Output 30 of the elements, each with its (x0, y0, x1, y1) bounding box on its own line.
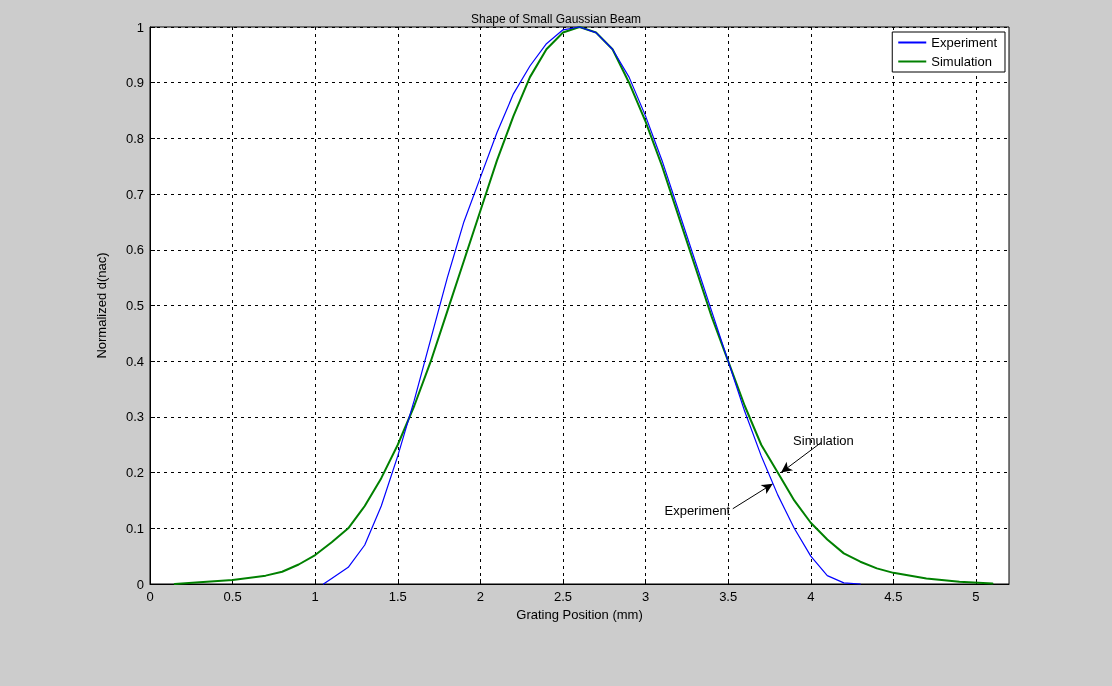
x-tick-label: 1 (311, 589, 319, 604)
legend-label: Simulation (931, 54, 992, 69)
legend-label: Experiment (931, 35, 998, 50)
annotation: Experiment (664, 502, 731, 518)
y-axis-title: Normalized d(nac) (94, 252, 109, 359)
y-tick-label: 0.6 (125, 242, 144, 258)
y-tick-label: 0 (136, 576, 144, 592)
y-tick-label: 0.2 (125, 465, 144, 481)
y-tick-label: 0.9 (125, 75, 144, 91)
x-axis-title: Grating Position (mm) (516, 606, 643, 622)
y-tick-label: 0.7 (125, 186, 144, 202)
x-tick-label: 0 (146, 589, 154, 604)
y-tick-label: 0.1 (125, 520, 144, 536)
x-tick-label: 2 (476, 589, 484, 604)
chart-title: Shape of Small Gaussian Beam (470, 12, 642, 26)
x-tick-label: 3 (641, 589, 650, 604)
y-tick-label: 0.5 (125, 298, 144, 313)
x-tick-label: 0.5 (223, 589, 242, 604)
y-tick-label: 0.8 (125, 130, 144, 146)
x-tick-label: 1.5 (388, 589, 407, 604)
annotation: Simulation (793, 433, 854, 449)
x-tick-label: 4.5 (884, 589, 903, 604)
x-tick-label: 4 (807, 589, 815, 604)
x-tick-label: 2.5 (553, 589, 573, 604)
y-tick-label: 1 (136, 19, 144, 35)
y-tick-label: 0.4 (125, 353, 144, 369)
line-series (322, 26, 861, 585)
x-tick-label: 3.5 (719, 589, 738, 604)
y-tick-label: 0.3 (125, 409, 144, 425)
x-tick-label: 5 (972, 589, 980, 604)
